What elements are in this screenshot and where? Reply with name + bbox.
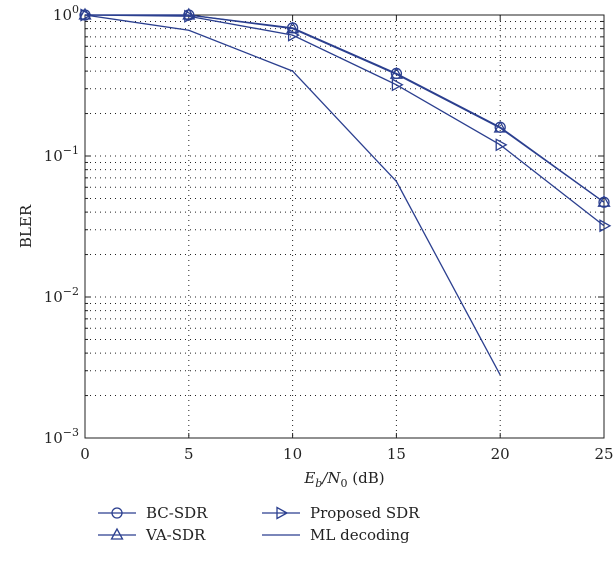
y-tick-label-base: 10 [44,288,63,306]
data-point-proposed-sdr [184,9,197,23]
x-tick-label: 0 [80,445,90,463]
y-tick-label-exponent: −3 [63,426,79,439]
x-axis-label-n: /N [320,469,341,487]
legend-item-ml-decoding: ML decoding [262,526,410,544]
y-tick-label: 100 [53,3,79,24]
series-line-va-sdr [85,14,605,203]
data-point-va-sdr [286,21,300,34]
data-point-proposed-sdr [599,219,612,233]
legend-item-bc-sdr: BC-SDR [98,504,208,522]
data-point-va-sdr [493,120,507,133]
x-axis-label-e-subscript: b [315,477,322,490]
x-axis-label-n-subscript: 0 [341,477,348,490]
legend-marker-va-sdr [110,527,124,540]
legend-item-proposed-sdr: Proposed SDR [262,504,420,522]
x-tick-label: 5 [184,445,194,463]
x-axis-label-unit: (dB) [348,469,385,487]
legend-marker-bc-sdr [111,507,123,519]
x-tick-label: 25 [594,445,613,463]
y-tick-label-base: 10 [53,6,72,24]
y-tick-label: 10−2 [44,285,79,306]
plot-frame [84,14,605,439]
legend-label-va-sdr: VA-SDR [145,526,206,544]
legend-marker-proposed-sdr [276,506,289,520]
legend-label-bc-sdr: BC-SDR [146,504,208,522]
tick-layer [84,14,605,439]
y-tick-label: 10−3 [44,426,79,447]
x-axis-label-e: E [303,469,315,487]
grid-layer [85,15,604,438]
y-tick-label-exponent: −2 [63,285,79,298]
x-tick-label: 15 [387,445,406,463]
y-tick-label-base: 10 [44,147,63,165]
y-axis-label: BLER [17,204,35,248]
data-point-va-sdr [597,194,611,207]
data-point-proposed-sdr [80,8,93,22]
series-line-bc-sdr [85,14,605,203]
y-tick-label-exponent: −1 [63,144,79,157]
x-tick-label: 10 [283,445,302,463]
data-point-proposed-sdr [391,78,404,92]
data-point-proposed-sdr [287,28,300,42]
series-line-ml-decoding [84,14,501,376]
legend-item-va-sdr: VA-SDR [98,526,206,544]
y-tick-label-exponent: 0 [72,3,79,16]
legend-label-ml-decoding: ML decoding [310,526,410,544]
y-tick-label: 10−1 [44,144,79,165]
y-tick-label-base: 10 [44,429,63,447]
data-point-proposed-sdr [495,138,508,152]
series-layer [78,7,612,376]
legend: BC-SDR Proposed SDR VA-SDR ML decoding [98,504,420,544]
legend-label-proposed-sdr: Proposed SDR [310,504,420,522]
x-tick-label: 20 [491,445,510,463]
series-line-proposed-sdr [84,14,605,227]
data-point-va-sdr [389,66,403,79]
x-axis-label: Eb/N0 (dB) [303,469,384,490]
